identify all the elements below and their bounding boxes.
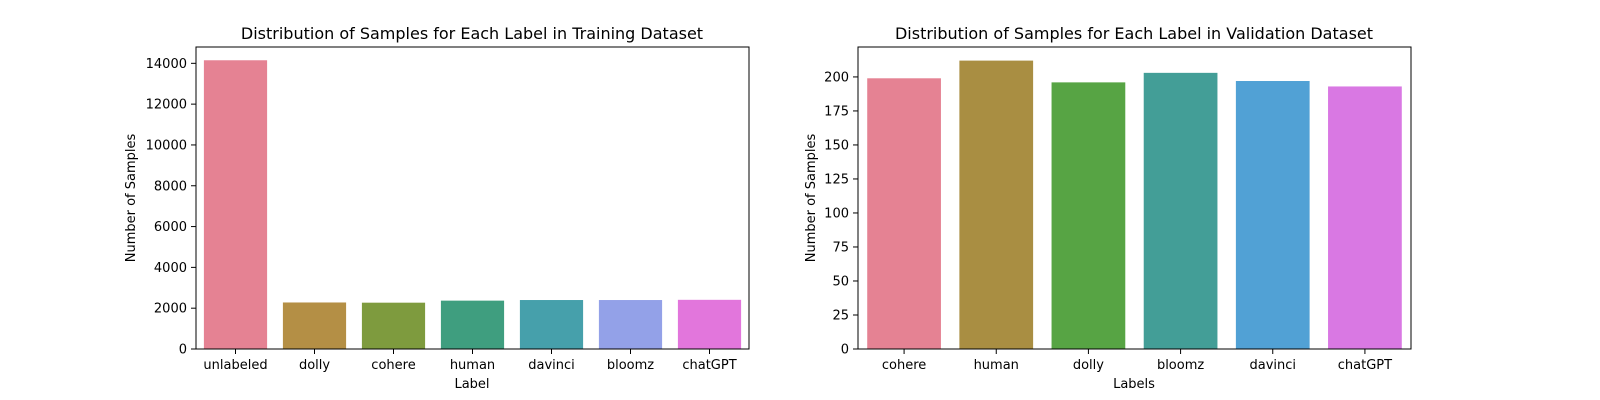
- validation-y-tick-label: 0: [841, 343, 849, 358]
- validation-bar-bloomz: [1143, 72, 1218, 349]
- validation-y-tick-label: 75: [832, 240, 849, 255]
- validation-x-tick-label: human: [974, 358, 1019, 373]
- validation-plot-frame: [857, 46, 1412, 350]
- validation-y-axis: 0 25 50 75 100 125 150 175 200: [824, 70, 858, 358]
- training-chart: Distribution of Samples for Each Label i…: [124, 24, 750, 392]
- validation-y-tick-label: 125: [824, 172, 849, 187]
- training-y-tick-label: 0: [179, 343, 187, 358]
- training-chart-title: Distribution of Samples for Each Label i…: [241, 24, 703, 43]
- training-plot-frame: [195, 46, 750, 350]
- validation-x-tick-label: chatGPT: [1338, 358, 1392, 373]
- validation-y-tick-label: 200: [824, 70, 849, 85]
- training-bar-davinci: [519, 300, 584, 349]
- validation-chart-title: Distribution of Samples for Each Label i…: [895, 24, 1373, 43]
- training-x-tick-label: human: [450, 358, 495, 373]
- training-y-tick-label: 14000: [146, 57, 187, 72]
- training-y-tick-label: 6000: [154, 220, 187, 235]
- training-x-tick-label: cohere: [371, 358, 415, 373]
- validation-x-tick-label: davinci: [1249, 358, 1296, 373]
- training-x-tick-label: bloomz: [607, 358, 654, 373]
- validation-bar-cohere: [867, 78, 941, 349]
- validation-y-tick-label: 100: [824, 206, 849, 221]
- training-y-tick-label: 10000: [146, 138, 187, 153]
- validation-x-tick-label: bloomz: [1157, 358, 1204, 373]
- validation-bar-davinci: [1235, 81, 1310, 350]
- training-y-tick-label: 4000: [154, 261, 187, 276]
- training-y-tick-label: 2000: [154, 302, 187, 317]
- training-x-axis: unlabeled dolly cohere human davinci bloomz ch…: [203, 349, 737, 373]
- training-x-axis-label: Label: [454, 377, 489, 392]
- training-bar-bloomz: [598, 300, 663, 349]
- validation-bar-human: [959, 60, 1034, 349]
- validation-bars: [867, 60, 1402, 350]
- training-y-tick-label: 8000: [154, 179, 187, 194]
- training-x-tick-label: davinci: [528, 358, 575, 373]
- validation-x-tick-label: cohere: [882, 358, 926, 373]
- training-x-tick-label: chatGPT: [682, 358, 736, 373]
- validation-bar-dolly: [1051, 82, 1126, 349]
- training-y-axis-label: Number of Samples: [124, 134, 139, 263]
- validation-y-tick-label: 175: [824, 104, 849, 119]
- training-bar-dolly: [282, 302, 347, 349]
- validation-x-axis-label: Labels: [1113, 377, 1155, 392]
- validation-y-tick-label: 150: [824, 138, 849, 153]
- validation-chart: Distribution of Samples for Each Label i…: [804, 24, 1412, 392]
- validation-y-axis-label: Number of Samples: [804, 134, 819, 263]
- training-bars: [203, 60, 742, 349]
- training-bar-chatGPT: [677, 299, 742, 349]
- validation-x-tick-label: dolly: [1073, 358, 1104, 373]
- validation-x-axis: cohere human dolly bloomz davinci chatGPT: [882, 349, 1392, 373]
- training-y-tick-label: 12000: [146, 98, 187, 113]
- training-x-tick-label: unlabeled: [203, 358, 267, 373]
- training-bar-unlabeled: [203, 60, 268, 349]
- training-bar-human: [440, 300, 505, 349]
- validation-y-tick-label: 50: [832, 274, 849, 289]
- training-bar-cohere: [361, 302, 426, 349]
- training-x-tick-label: dolly: [299, 358, 330, 373]
- validation-bar-chatGPT: [1328, 86, 1402, 350]
- validation-y-tick-label: 25: [832, 308, 849, 323]
- training-y-axis: 0 2000 4000 6000 8000 10000 12000 14000: [146, 57, 196, 358]
